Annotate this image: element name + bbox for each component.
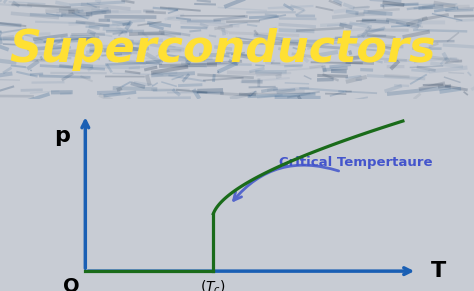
Text: Critical Tempertaure: Critical Tempertaure [279,157,432,169]
Text: Superconductors: Superconductors [9,28,436,71]
Text: p: p [54,127,70,146]
Text: T: T [431,261,447,281]
Text: $(T_c)$: $(T_c)$ [201,279,226,291]
Text: O: O [63,277,80,291]
